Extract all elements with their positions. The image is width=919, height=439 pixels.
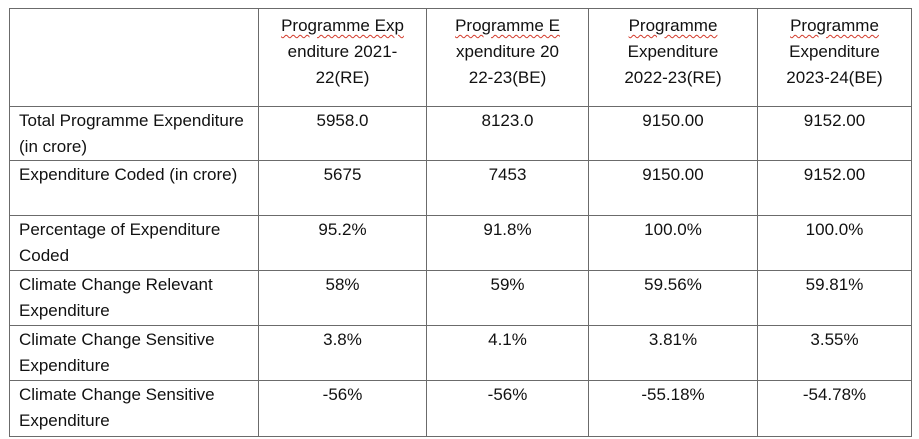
row-label: Expenditure Coded (in crore)	[9, 160, 259, 216]
table-cell: 59.56%	[588, 270, 758, 326]
column-header-line: Programme	[790, 16, 879, 35]
table-cell: 9150.00	[588, 160, 758, 216]
column-header-line: Programme E	[455, 16, 560, 35]
column-header-line: 2023-24(BE)	[786, 68, 883, 87]
table-row: Total Programme Expenditure (in crore) 5…	[9, 106, 912, 161]
table-cell: 95.2%	[258, 215, 427, 271]
table-cell: 9152.00	[757, 106, 912, 161]
table-cell: -56%	[258, 380, 427, 437]
table-row: Climate Change Sensitive Expenditure 3.8…	[9, 325, 912, 381]
column-header: Programme Expenditure 2023-24(BE)	[757, 8, 912, 107]
table-cell: -56%	[426, 380, 589, 437]
table-cell: 5675	[258, 160, 427, 216]
table-cell: -55.18%	[588, 380, 758, 437]
column-header-line: 22-23(BE)	[468, 68, 547, 87]
header-row: Programme Exp enditure 2021- 22(RE) Prog…	[9, 8, 912, 107]
column-header: Programme E xpenditure 20 22-23(BE)	[426, 8, 589, 107]
column-header-line: Expenditure	[789, 42, 880, 61]
table-cell: 100.0%	[588, 215, 758, 271]
table-cell: 58%	[258, 270, 427, 326]
table-row: Expenditure Coded (in crore) 5675 7453 9…	[9, 160, 912, 216]
expenditure-table: Programme Exp enditure 2021- 22(RE) Prog…	[9, 8, 912, 437]
column-header-line: Programme	[628, 16, 718, 35]
table-cell: -54.78%	[757, 380, 912, 437]
column-header-line: enditure 2021-	[287, 42, 398, 61]
table-cell: 7453	[426, 160, 589, 216]
table-cell: 5958.0	[258, 106, 427, 161]
table-row: Climate Change Sensitive Expenditure -56…	[9, 380, 912, 437]
table-cell: 3.81%	[588, 325, 758, 381]
table-cell: 9150.00	[588, 106, 758, 161]
corner-cell	[9, 8, 259, 107]
column-header: Programme Exp enditure 2021- 22(RE)	[258, 8, 427, 107]
table-cell: 100.0%	[757, 215, 912, 271]
table-cell: 91.8%	[426, 215, 589, 271]
row-label: Total Programme Expenditure (in crore)	[9, 106, 259, 161]
table-row: Percentage of Expenditure Coded 95.2% 91…	[9, 215, 912, 271]
column-header-line: xpenditure 20	[455, 42, 560, 61]
row-label: Climate Change Sensitive Expenditure	[9, 380, 259, 437]
table-cell: 9152.00	[757, 160, 912, 216]
column-header-line: 22(RE)	[315, 68, 370, 87]
table-cell: 4.1%	[426, 325, 589, 381]
column-header-line: Expenditure	[627, 42, 719, 61]
table-cell: 59%	[426, 270, 589, 326]
row-label: Climate Change Sensitive Expenditure	[9, 325, 259, 381]
column-header: Programme Expenditure 2022-23(RE)	[588, 8, 758, 107]
table-cell: 8123.0	[426, 106, 589, 161]
row-label: Climate Change Relevant Expenditure	[9, 270, 259, 326]
table-cell: 3.8%	[258, 325, 427, 381]
table-cell: 59.81%	[757, 270, 912, 326]
column-header-line: 2022-23(RE)	[624, 68, 722, 87]
column-header-line: Programme Exp	[281, 16, 404, 35]
table-cell: 3.55%	[757, 325, 912, 381]
table-row: Climate Change Relevant Expenditure 58% …	[9, 270, 912, 326]
row-label: Percentage of Expenditure Coded	[9, 215, 259, 271]
